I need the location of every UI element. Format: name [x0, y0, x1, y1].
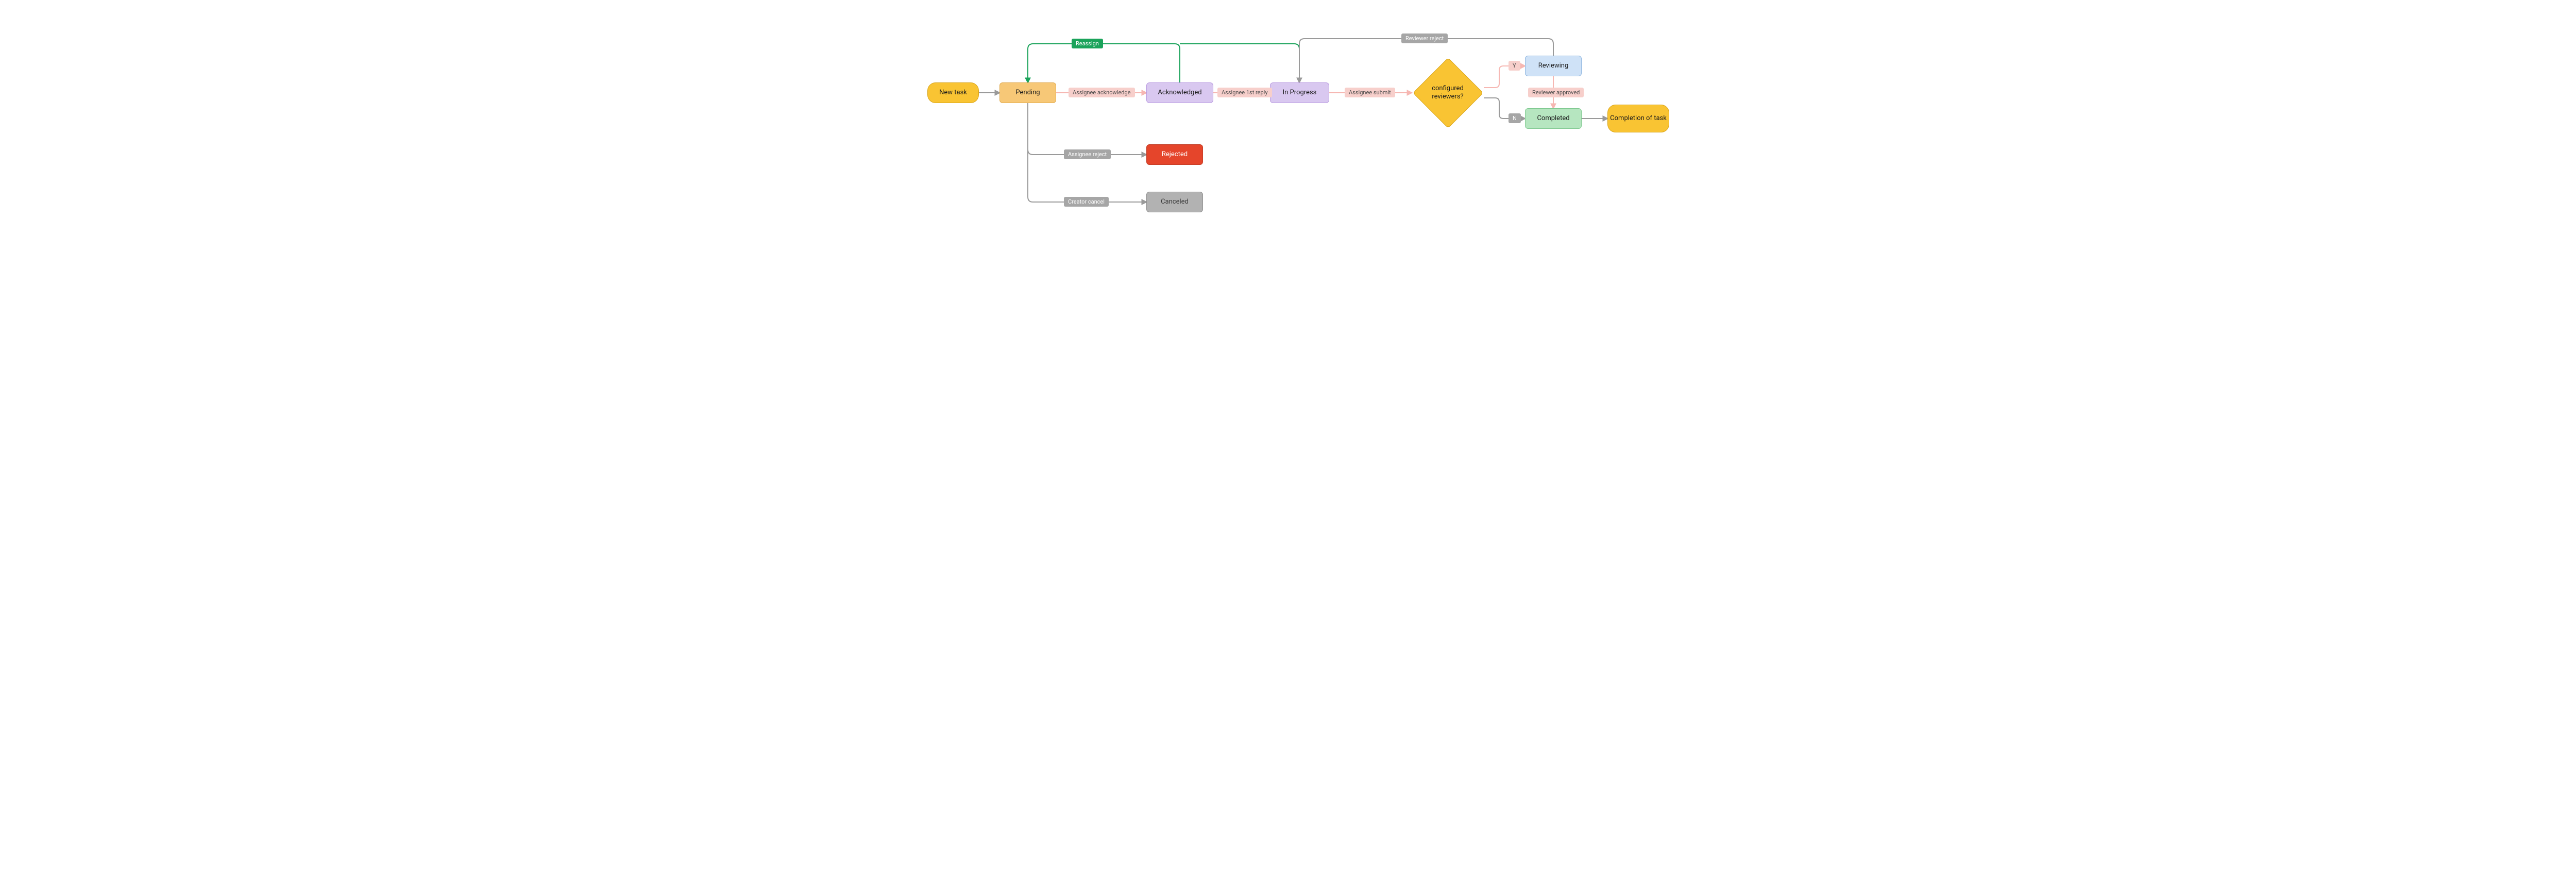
- flowchart-stage: New task Pending Acknowledged In Progress co…: [886, 0, 1690, 244]
- node-label-pending: Pending: [1015, 89, 1040, 97]
- node-decision: configured reviewers?: [1412, 67, 1484, 119]
- node-label-acknowledged: Acknowledged: [1158, 89, 1201, 97]
- edge-label-e_progress_decision: Assignee submit: [1345, 88, 1395, 97]
- node-label-new_task: New task: [939, 89, 967, 97]
- edge-label-e_decision_completed: N: [1509, 113, 1521, 123]
- node-label-in_progress: In Progress: [1283, 89, 1317, 97]
- node-label-completion: Completion of task: [1610, 114, 1667, 123]
- edge-label-e_reviewing_completed: Reviewer approved: [1528, 88, 1584, 97]
- edge-label-e_reassign_pending: Reassign: [1072, 39, 1103, 48]
- node-completion: Completion of task: [1607, 105, 1669, 132]
- edge-label-e_pending_rejected: Assignee reject: [1064, 149, 1111, 159]
- node-completed: Completed: [1525, 108, 1582, 129]
- edge-e_reassign_pending: [1028, 44, 1180, 82]
- node-canceled: Canceled: [1146, 192, 1203, 212]
- node-new_task: New task: [927, 82, 979, 103]
- node-reviewing: Reviewing: [1525, 56, 1582, 76]
- node-label-canceled: Canceled: [1161, 198, 1189, 206]
- edge-e_pending_rejected: [1028, 103, 1146, 155]
- node-label-decision: configured reviewers?: [1412, 67, 1484, 119]
- node-pending: Pending: [999, 82, 1056, 103]
- node-label-reviewing: Reviewing: [1538, 62, 1569, 70]
- node-rejected: Rejected: [1146, 144, 1203, 165]
- edge-label-e_reviewer_reject: Reviewer reject: [1401, 33, 1448, 43]
- edge-label-e_decision_reviewing: Y: [1509, 61, 1520, 71]
- node-label-completed: Completed: [1537, 114, 1569, 123]
- node-acknowledged: Acknowledged: [1146, 82, 1213, 103]
- edge-label-e_pending_ack: Assignee acknowledge: [1069, 88, 1135, 97]
- node-in_progress: In Progress: [1270, 82, 1329, 103]
- edge-label-e_ack_progress: Assignee 1st reply: [1217, 88, 1272, 97]
- edge-e_reassign_ack_branch: [1180, 44, 1299, 82]
- edge-label-e_pending_canceled: Creator cancel: [1064, 197, 1109, 207]
- node-label-rejected: Rejected: [1162, 150, 1188, 159]
